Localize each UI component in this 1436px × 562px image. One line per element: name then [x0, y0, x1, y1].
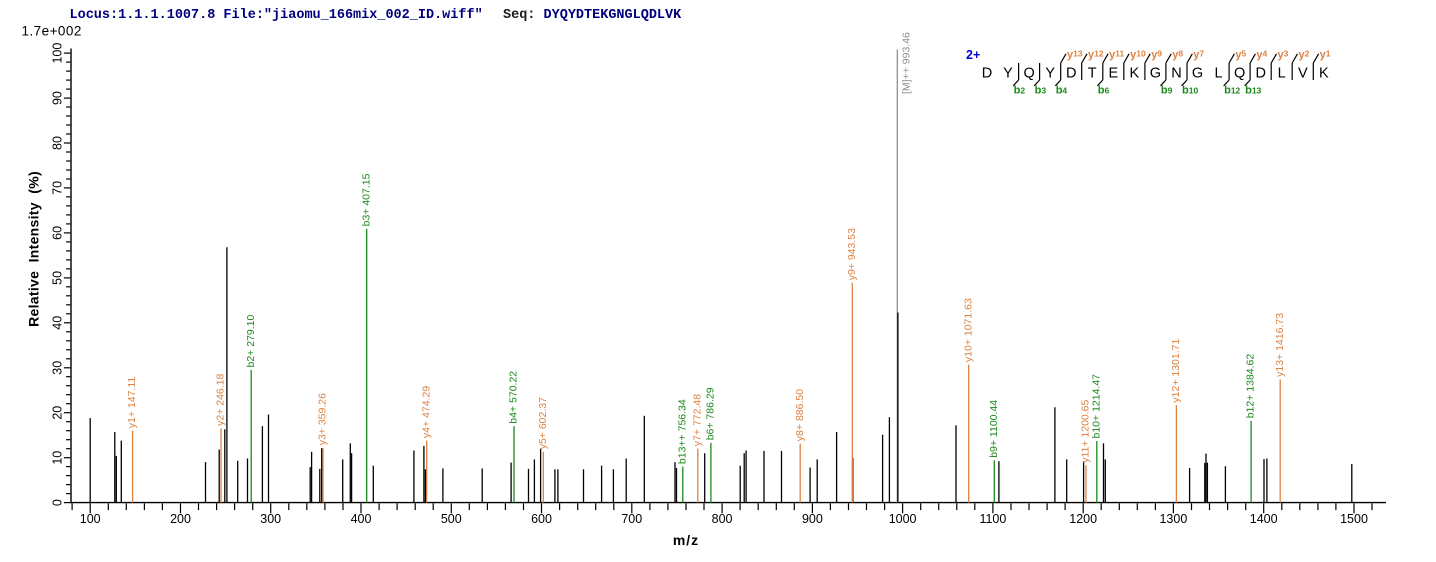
svg-text:y1+ 147.11: y1+ 147.11 [126, 377, 138, 429]
svg-text:1500: 1500 [1340, 512, 1368, 526]
svg-text:b13: b13 [1245, 85, 1261, 97]
svg-text:200: 200 [170, 512, 191, 526]
svg-text:Relative Intensity (%): Relative Intensity (%) [26, 171, 42, 327]
svg-text:D: D [1066, 66, 1076, 82]
svg-text:60: 60 [51, 226, 65, 240]
svg-text:m/z: m/z [673, 532, 699, 548]
svg-text:b12+ 1384.62: b12+ 1384.62 [1245, 354, 1257, 419]
svg-text:b4+ 570.22: b4+ 570.22 [508, 371, 520, 424]
svg-text:E: E [1108, 66, 1118, 82]
svg-text:b10+ 1214.47: b10+ 1214.47 [1090, 374, 1102, 439]
svg-text:b9: b9 [1161, 85, 1173, 97]
svg-text:T: T [1088, 66, 1097, 82]
svg-text:b2: b2 [1014, 85, 1026, 97]
svg-text:y2+ 246.18: y2+ 246.18 [215, 373, 227, 425]
svg-text:G: G [1150, 66, 1161, 82]
svg-text:b3: b3 [1035, 85, 1047, 97]
svg-text:y7: y7 [1193, 49, 1204, 62]
svg-text:y2: y2 [1299, 49, 1310, 62]
svg-text:y10: y10 [1130, 49, 1146, 62]
svg-text:K: K [1319, 66, 1329, 82]
svg-text:b12: b12 [1224, 85, 1240, 97]
svg-text:40: 40 [51, 316, 65, 330]
svg-text:500: 500 [441, 512, 462, 526]
svg-text:y13+ 1416.73: y13+ 1416.73 [1274, 313, 1286, 377]
svg-text:80: 80 [51, 136, 65, 150]
svg-text:b9+ 1100.44: b9+ 1100.44 [988, 400, 1000, 458]
svg-text:1300: 1300 [1159, 512, 1187, 526]
svg-text:50: 50 [51, 271, 65, 285]
svg-text:y13: y13 [1067, 49, 1083, 62]
svg-text:y5+ 602.37: y5+ 602.37 [537, 397, 549, 449]
svg-text:y3: y3 [1278, 49, 1289, 62]
svg-text:y7+ 772.48: y7+ 772.48 [691, 394, 703, 446]
svg-text:400: 400 [351, 512, 372, 526]
svg-text:Y: Y [1003, 66, 1013, 82]
svg-text:y12+ 1301.71: y12+ 1301.71 [1170, 339, 1182, 403]
svg-text:100: 100 [80, 512, 101, 526]
svg-text:y10+ 1071.63: y10+ 1071.63 [962, 298, 974, 362]
svg-text:1100: 1100 [979, 512, 1006, 526]
svg-text:b10: b10 [1182, 85, 1198, 97]
svg-text:2+: 2+ [966, 48, 980, 62]
svg-text:10: 10 [51, 451, 65, 465]
svg-text:300: 300 [260, 512, 281, 526]
svg-text:1400: 1400 [1250, 512, 1278, 526]
svg-text:V: V [1298, 66, 1308, 82]
svg-text:600: 600 [531, 512, 552, 526]
svg-text:y8: y8 [1172, 49, 1183, 62]
svg-text:y9+ 943.53: y9+ 943.53 [846, 228, 858, 280]
svg-text:90: 90 [51, 91, 65, 105]
svg-text:y12: y12 [1088, 49, 1104, 62]
svg-text:1000: 1000 [889, 512, 917, 526]
svg-text:Q: Q [1234, 66, 1245, 82]
svg-text:L: L [1214, 66, 1222, 82]
svg-text:y8+ 886.50: y8+ 886.50 [794, 389, 806, 441]
svg-text:b2+ 279.10: b2+ 279.10 [245, 314, 257, 367]
svg-text:y3+ 359.26: y3+ 359.26 [317, 393, 329, 445]
svg-text:30: 30 [51, 361, 65, 375]
svg-text:Y: Y [1045, 66, 1055, 82]
svg-text:b13++ 756.34: b13++ 756.34 [676, 399, 688, 464]
svg-text:20: 20 [51, 406, 65, 420]
svg-text:Q: Q [1023, 66, 1034, 82]
svg-text:y11: y11 [1109, 49, 1124, 62]
svg-text:b3+ 407.15: b3+ 407.15 [360, 173, 372, 226]
svg-text:y4: y4 [1256, 49, 1267, 62]
svg-text:L: L [1278, 66, 1286, 82]
svg-text:70: 70 [51, 181, 65, 195]
svg-text:y9: y9 [1151, 49, 1162, 62]
svg-text:900: 900 [802, 512, 823, 526]
svg-text:D: D [1255, 66, 1265, 82]
svg-text:D: D [982, 66, 992, 82]
svg-text:b6+ 786.29: b6+ 786.29 [705, 387, 717, 440]
svg-text:700: 700 [621, 512, 642, 526]
svg-text:N: N [1171, 66, 1181, 82]
svg-text:b4: b4 [1056, 85, 1068, 97]
svg-text:b6: b6 [1098, 85, 1110, 97]
svg-text:y5: y5 [1235, 49, 1246, 62]
svg-text:800: 800 [712, 512, 733, 526]
svg-text:1200: 1200 [1069, 512, 1097, 526]
svg-text:100: 100 [51, 43, 65, 64]
svg-text:G: G [1192, 66, 1203, 82]
svg-text:y11+ 1200.65: y11+ 1200.65 [1080, 399, 1092, 462]
svg-text:y4+ 474.29: y4+ 474.29 [420, 386, 432, 438]
svg-text:1.7e+002: 1.7e+002 [22, 24, 82, 39]
svg-text:[M]++ 993.46: [M]++ 993.46 [901, 32, 913, 94]
svg-text:0: 0 [51, 499, 65, 506]
svg-text:y1: y1 [1320, 49, 1331, 62]
svg-text:K: K [1129, 66, 1139, 82]
